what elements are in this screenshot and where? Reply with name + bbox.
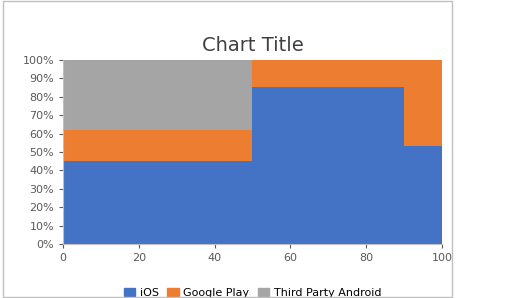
Polygon shape (404, 60, 442, 146)
Polygon shape (63, 161, 252, 244)
Polygon shape (252, 60, 404, 87)
Polygon shape (252, 87, 404, 244)
Polygon shape (63, 60, 252, 130)
Legend: iOS, Google Play, Third Party Android: iOS, Google Play, Third Party Android (119, 283, 386, 298)
Title: Chart Title: Chart Title (201, 36, 304, 55)
Polygon shape (404, 146, 442, 244)
Polygon shape (63, 130, 252, 161)
